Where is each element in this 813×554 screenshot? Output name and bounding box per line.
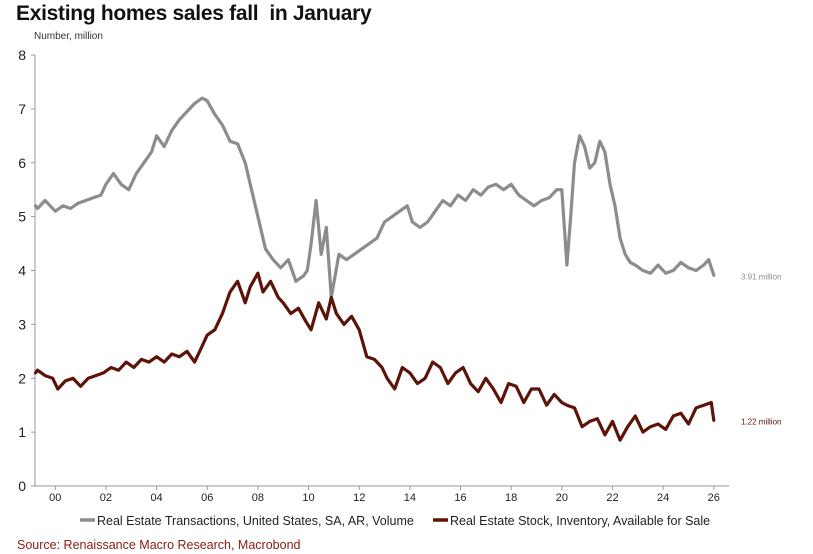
y-tick-label: 8: [18, 47, 26, 63]
legend-label-0: Real Estate Transactions, United States,…: [97, 514, 414, 528]
y-tick-label: 0: [18, 478, 26, 494]
y-tick-label: 3: [18, 316, 26, 332]
x-tick-label: 16: [454, 492, 466, 504]
legend-label-1: Real Estate Stock, Inventory, Available …: [450, 514, 710, 528]
x-tick-label: 10: [302, 492, 314, 504]
x-tick-label: 12: [353, 492, 365, 504]
y-tick-label: 6: [18, 155, 26, 171]
chart-title: Existing homes sales fall in January: [16, 2, 372, 25]
y-axis-unit-label: Number, million: [34, 31, 103, 42]
x-tick-label: 14: [404, 492, 416, 504]
series-line-0: [33, 96, 716, 299]
series-end-label: 1.22 million: [741, 417, 781, 426]
y-tick-label: 1: [18, 424, 26, 440]
source-note: Source: Renaissance Macro Research, Macr…: [17, 538, 301, 552]
x-tick-label: 26: [708, 492, 720, 504]
x-tick-label: 06: [201, 492, 213, 504]
y-tick-label: 4: [18, 263, 26, 279]
x-tick-label: 18: [505, 492, 517, 504]
x-tick-label: 02: [100, 492, 112, 504]
x-tick-label: 04: [150, 492, 162, 504]
series-end-label: 3.91 million: [741, 272, 781, 281]
y-tick-label: 2: [18, 370, 26, 386]
x-tick-label: 24: [657, 492, 669, 504]
x-tick-label: 00: [49, 492, 61, 504]
series-line-1: [33, 271, 716, 442]
y-tick-label: 5: [18, 209, 26, 225]
x-tick-label: 08: [252, 492, 264, 504]
y-tick-label: 7: [18, 101, 26, 117]
x-tick-label: 22: [606, 492, 618, 504]
x-tick-label: 20: [556, 492, 568, 504]
